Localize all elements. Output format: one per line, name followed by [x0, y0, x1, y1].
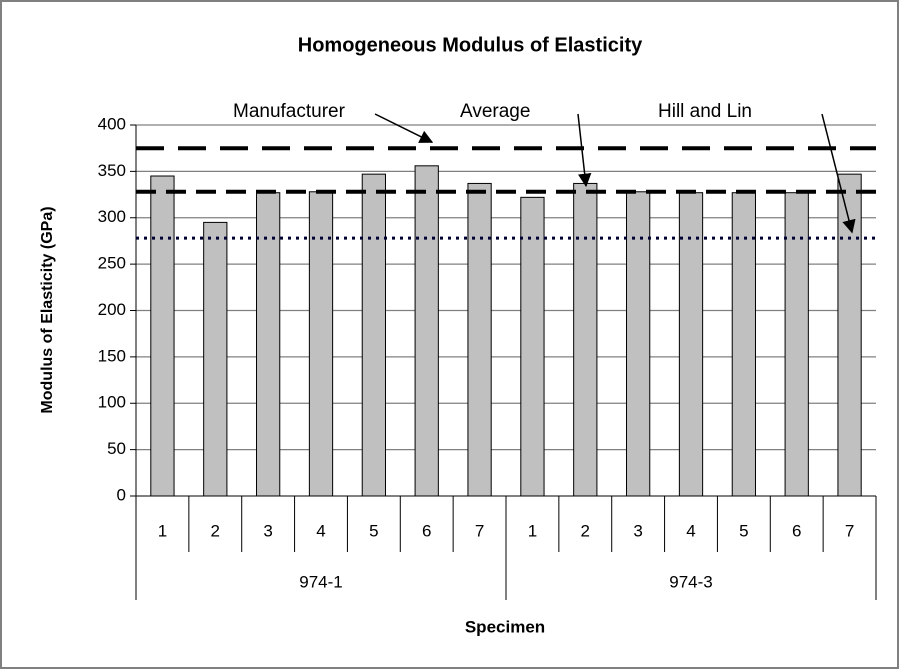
x-tick-label: 6 [422, 521, 431, 540]
y-tick-label: 400 [98, 114, 126, 133]
y-tick-label: 350 [98, 161, 126, 180]
annotation-arrow [374, 113, 434, 143]
y-tick-label: 300 [98, 207, 126, 226]
x-tick-label: 5 [369, 521, 378, 540]
x-tick-label: 7 [475, 521, 484, 540]
x-tick-label: 2 [581, 521, 590, 540]
bar [150, 175, 175, 497]
bar [626, 191, 651, 497]
y-tick-label: 250 [98, 254, 126, 273]
y-axis-title: Modulus of Elasticity (GPa) [39, 206, 56, 413]
y-tick-label: 0 [117, 485, 126, 504]
bar [467, 182, 492, 497]
x-tick-label: 4 [316, 521, 325, 540]
bar [520, 196, 545, 497]
bar [573, 182, 598, 497]
bar [414, 165, 439, 497]
x-tick-label: 3 [633, 521, 642, 540]
x-tick-label: 1 [528, 521, 537, 540]
bar [256, 192, 281, 497]
x-tick-label: 5 [739, 521, 748, 540]
x-tick-label: 4 [686, 521, 695, 540]
y-tick-label: 100 [98, 393, 126, 412]
x-tick-label: 2 [211, 521, 220, 540]
bar [361, 173, 386, 497]
group-label: 974-3 [669, 572, 712, 591]
bar [203, 221, 228, 497]
annotation-arrow [577, 113, 592, 188]
x-tick-label: 6 [792, 521, 801, 540]
bar [784, 192, 809, 497]
annotation: Hill and Lin [658, 101, 752, 122]
annotation-arrow [821, 113, 856, 234]
y-tick-label: 200 [98, 300, 126, 319]
bar [731, 192, 756, 497]
x-tick-label: 1 [158, 521, 167, 540]
y-tick-label: 150 [98, 346, 126, 365]
x-axis-title: Specimen [465, 617, 545, 636]
x-tick-label: 3 [263, 521, 272, 540]
annotation: Average [460, 101, 530, 122]
y-tick-label: 50 [107, 439, 126, 458]
chart-title: Homogeneous Modulus of Elasticity [298, 34, 643, 56]
group-label: 974-1 [299, 572, 342, 591]
x-tick-label: 7 [845, 521, 854, 540]
annotation: Manufacturer [233, 101, 346, 122]
